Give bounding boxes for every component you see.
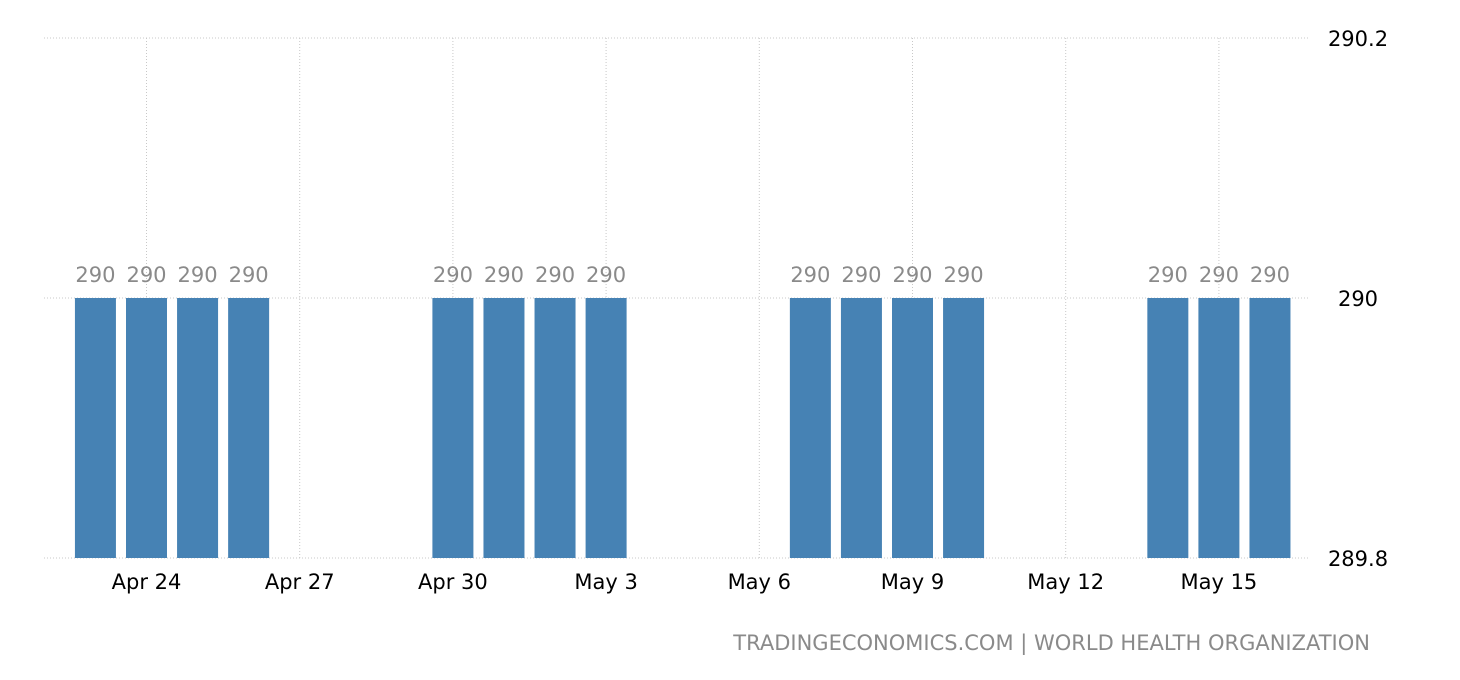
- y-tick-label: 290.2: [1328, 27, 1388, 51]
- bar-value-label: 290: [1199, 263, 1239, 287]
- source-attribution: TRADINGECONOMICS.COM | WORLD HEALTH ORGA…: [732, 631, 1370, 656]
- bar: [74, 298, 116, 558]
- data-labels: 290 290 290 290 290 290 290 290 290 290 290 290 290 2…: [75, 263, 1290, 287]
- x-tick-label: May 9: [881, 570, 944, 594]
- bar-series: [74, 298, 1291, 558]
- bar-value-label: 290: [229, 263, 269, 287]
- bar-value-label: 290: [586, 263, 626, 287]
- x-tick-label: May 6: [728, 570, 791, 594]
- bar: [177, 298, 219, 558]
- bar: [840, 298, 882, 558]
- bar: [432, 298, 474, 558]
- bar: [1198, 298, 1240, 558]
- bar-value-label: 290: [126, 263, 166, 287]
- bar-value-label: 290: [944, 263, 984, 287]
- bar-value-label: 290: [535, 263, 575, 287]
- bar-value-label: 290: [178, 263, 218, 287]
- bar-value-label: 290: [433, 263, 473, 287]
- bar: [534, 298, 576, 558]
- y-tick-label: 289.8: [1328, 547, 1388, 571]
- y-tick-label: 290: [1338, 287, 1378, 311]
- bar-value-label: 290: [1148, 263, 1188, 287]
- bar: [483, 298, 525, 558]
- bar-value-label: 290: [892, 263, 932, 287]
- x-tick-label: May 15: [1180, 570, 1257, 594]
- x-tick-label: May 3: [574, 570, 637, 594]
- bar: [789, 298, 831, 558]
- bar: [892, 298, 933, 558]
- x-axis-ticks: Apr 24 Apr 27 Apr 30 May 3 May 6 May 9 May 12 M…: [112, 570, 1258, 594]
- bar-value-label: 290: [484, 263, 524, 287]
- bar: [228, 298, 270, 558]
- bar: [1249, 298, 1291, 558]
- bar-value-label: 290: [1250, 263, 1290, 287]
- x-tick-label: Apr 30: [418, 570, 488, 594]
- bar: [1147, 298, 1189, 558]
- x-tick-label: Apr 24: [112, 570, 182, 594]
- bar-value-label: 290: [75, 263, 115, 287]
- x-tick-label: Apr 27: [265, 570, 335, 594]
- y-axis-ticks: 289.8 290 290.2: [1328, 27, 1388, 571]
- bar-value-label: 290: [790, 263, 830, 287]
- bar-value-label: 290: [841, 263, 881, 287]
- bar: [126, 298, 167, 558]
- bar: [943, 298, 985, 558]
- x-tick-label: May 12: [1027, 570, 1104, 594]
- bar: [585, 298, 627, 558]
